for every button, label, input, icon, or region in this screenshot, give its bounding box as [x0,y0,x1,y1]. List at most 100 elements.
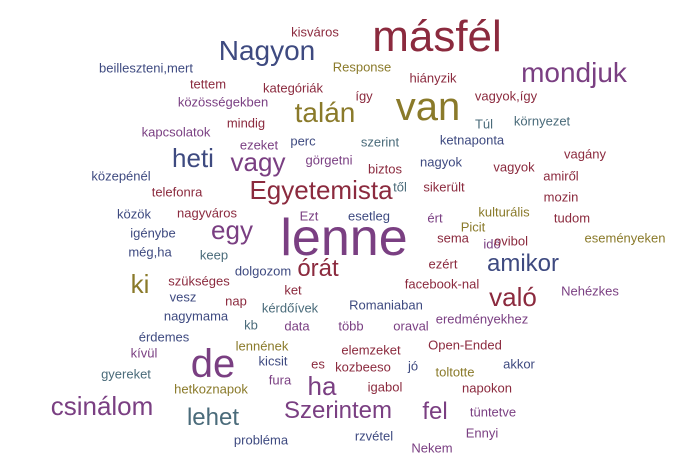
word-amirol: amiről [543,168,579,184]
word-open-ended: Open-Ended [428,337,502,353]
word-kb: kb [244,317,258,333]
word-nehezkes: Nehézkes [561,283,619,299]
word-eredmenyekhez: eredményekhez [435,311,529,327]
word-mindig: mindig [226,115,266,131]
word-nagyvaros: nagyváros [177,205,237,221]
word-vagany: vagány [564,146,606,162]
word-kozok: közök [117,206,151,222]
word-valo: való [489,282,537,312]
word-szerint: szerint [360,134,400,150]
word-kicsit: kicsit [258,353,288,369]
word-egyetemista: Egyetemista [249,175,393,205]
word-igabol: igabol [367,379,403,395]
word-hianyzik: hiányzik [409,70,457,86]
word-tudom: tudom [553,210,591,226]
word-orat: órát [297,255,339,282]
word-nagyon: Nagyon [218,35,316,66]
word-esetleg: esetleg [348,208,390,224]
word-kerdoivek: kérdőívek [261,300,319,316]
word-ezt: Ezt [299,208,319,224]
word-ennyi: Ennyi [465,425,499,441]
word-de: de [190,342,236,386]
word-masfel: másfél [372,12,502,61]
word-vagyok-igy: vagyok,így [474,88,538,104]
word-kulturalis: kulturális [478,204,530,220]
word-ket: ket [284,282,302,298]
word-szerintem: Szerintem [283,397,393,424]
word-romaniaban: Romaniaban [349,297,423,313]
word-igenybe: igénybe [130,225,176,241]
word-mondjuk: mondjuk [521,57,627,88]
word-lenne: lenne [280,209,408,267]
word-oraval: oraval [393,318,429,334]
word-igy: így [355,88,373,104]
word-beilleszteni-mert: beilleszteni,mert [99,60,193,76]
word-biztos: biztos [368,161,402,177]
word-es: es [311,356,325,372]
word-ezeket: ezeket [239,137,279,153]
word-napokon: napokon [462,380,512,396]
word-sikerult: sikerült [423,179,465,195]
word-sema: sema [437,230,469,246]
word-data: data [284,318,310,334]
word-gyereket: gyereket [101,366,151,382]
word-van: van [395,85,461,129]
word-nagyok: nagyok [420,154,462,170]
word-kategoriak: kategóriák [263,80,323,96]
word-kapcsolatok: kapcsolatok [141,124,211,140]
word-akkor: akkor [503,356,535,372]
word-telefonra: telefonra [151,184,203,200]
word-ido: idő [483,236,501,252]
word-meg-ha: még,ha [128,244,172,260]
word-tul: Túl [474,116,494,132]
word-kornyezet: környezet [513,113,571,129]
word-ki: ki [130,269,150,299]
word-szukseges: szükséges [168,273,230,289]
word-csinalom: csinálom [50,391,154,421]
word-vagy: vagy [230,147,286,177]
word-facebook-nal: facebook-nal [404,276,480,292]
word-ezert: ezért [428,256,458,272]
word-response: Response [332,59,392,75]
word-ha: ha [307,371,337,401]
word-vagyok: vagyok [493,159,535,175]
word-picit: Picit [460,219,486,235]
word-erdemes: érdemes [138,329,190,345]
word-ovibol: ovibol [494,233,528,249]
word-tol: től [393,179,407,195]
word-fura: fura [268,372,292,388]
word-lehet: lehet [186,404,240,431]
word-kozbeeso: kozbeeso [335,359,391,375]
word-problema: probléma [233,432,289,448]
word-fel: fel [422,398,448,425]
word-nekem: Nekem [411,440,453,456]
word-nagymama: nagymama [163,308,229,324]
word-lennenek: lennének [235,338,289,354]
word-talan: talán [294,97,356,128]
word-tobb: több [338,318,364,334]
word-nap: nap [225,293,247,309]
word-ert: ért [427,210,443,226]
word-jo: jó [407,358,419,374]
word-tettem: tettem [189,76,227,92]
word-tuntetve: tüntetve [469,404,517,420]
word-keep: keep [199,247,229,263]
word-egy: egy [211,215,253,245]
word-vesz: vesz [169,289,197,305]
word-kivul: kívül [130,345,158,361]
word-kozossegekben: közösségekben [177,94,269,110]
word-heti: heti [172,143,214,173]
word-ketnaponta: ketnaponta [439,132,505,148]
word-dolgozom: dolgozom [234,263,292,279]
word-rzvetel: rzvétel [354,428,394,444]
word-toltotte: toltotte [435,364,475,380]
word-amikor: amikor [486,250,560,277]
word-kozepenel: közepénél [91,168,151,184]
word-gorgetni: görgetni [305,152,353,168]
word-perc: perc [290,133,316,149]
word-mozin: mozin [543,189,579,205]
word-esemenyeken: eseményeken [584,230,666,246]
word-hetkoznapok: hetkoznapok [174,381,248,397]
word-kisvaros: kisváros [291,24,339,40]
